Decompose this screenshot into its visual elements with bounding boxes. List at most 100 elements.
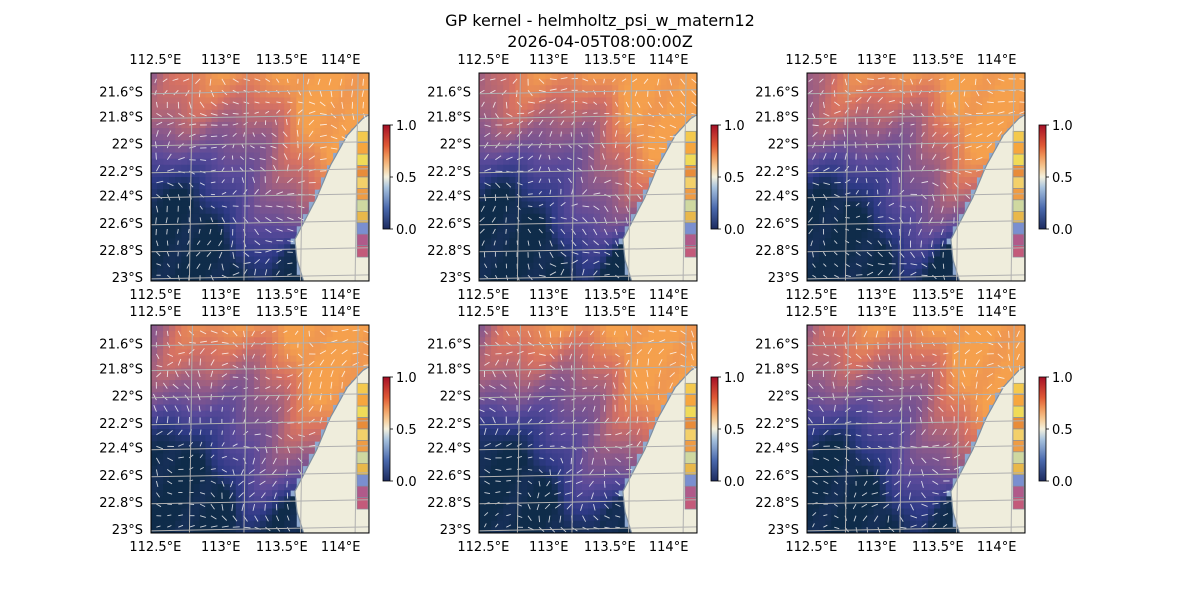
- heatmap-cell: [533, 128, 540, 135]
- heatmap-cell: [922, 73, 929, 80]
- heatmap-cell: [897, 158, 905, 166]
- heatmap-cell: [169, 496, 176, 503]
- heatmap-cell: [296, 441, 303, 448]
- heatmap-cell: [928, 268, 935, 276]
- heatmap-cell: [946, 128, 953, 135]
- quiver-arrow: [330, 101, 335, 109]
- heatmap-cell: [618, 158, 625, 166]
- heatmap-cell: [169, 250, 176, 257]
- heatmap-cell: [503, 73, 510, 80]
- heatmap-cell: [163, 225, 170, 233]
- heatmap-cell: [253, 97, 261, 104]
- quiver-arrow: [538, 119, 544, 126]
- quiver-arrow: [918, 78, 922, 84]
- heatmap-cell: [199, 343, 206, 350]
- heatmap-cell: [157, 465, 164, 473]
- heatmap-cell: [260, 355, 267, 363]
- heatmap-cell: [569, 121, 577, 129]
- heatmap-cell: [557, 85, 565, 92]
- heatmap-cell: [163, 103, 170, 111]
- heatmap-cell: [575, 109, 583, 117]
- heatmap-cell: [284, 256, 291, 264]
- heatmap-cell: [861, 238, 868, 245]
- heatmap-cell: [205, 447, 212, 454]
- heatmap-cell: [569, 268, 577, 276]
- heatmap-cell: [272, 343, 279, 350]
- heatmap-cell: [278, 219, 285, 227]
- island-cell: [356, 142, 369, 155]
- quiver-arrow: [527, 217, 532, 221]
- heatmap-cell: [169, 103, 176, 111]
- heatmap-cell: [175, 343, 182, 350]
- heatmap-cell: [539, 164, 547, 172]
- quiver-arrow: [549, 251, 554, 259]
- heatmap-cell: [509, 146, 516, 153]
- heatmap-cell: [187, 134, 194, 141]
- heatmap-cell: [151, 514, 158, 522]
- colorbar-1: 0.00.51.0: [382, 119, 417, 238]
- heatmap-cell: [807, 195, 814, 202]
- quiver-arrow: [232, 272, 240, 276]
- heatmap-cell: [545, 207, 553, 215]
- heatmap-cell: [825, 274, 832, 281]
- heatmap-cell: [636, 91, 643, 98]
- heatmap-cell: [253, 79, 261, 86]
- quiver-arrow: [166, 228, 168, 235]
- heatmap-cell: [539, 146, 547, 153]
- heatmap-cell: [885, 158, 893, 166]
- y-tick-label: 22°S: [112, 138, 143, 153]
- heatmap-cell: [320, 392, 328, 399]
- heatmap-cell: [946, 79, 953, 86]
- heatmap-cell: [260, 349, 267, 356]
- heatmap-cell: [193, 164, 200, 172]
- heatmap-cell: [861, 244, 868, 251]
- heatmap-cell: [503, 177, 510, 184]
- heatmap-cell: [503, 152, 510, 160]
- heatmap-cell: [952, 213, 959, 221]
- heatmap-cell: [235, 189, 243, 196]
- heatmap-cell: [284, 262, 291, 270]
- heatmap-cell: [946, 103, 953, 111]
- heatmap-cell: [157, 164, 164, 172]
- heatmap-cell: [813, 256, 820, 264]
- heatmap-cell: [302, 422, 309, 430]
- heatmap-cell: [272, 152, 279, 160]
- heatmap-cell: [211, 349, 219, 356]
- heatmap-cell: [825, 91, 832, 98]
- heatmap-cell: [849, 207, 856, 215]
- quiver-arrow: [877, 201, 882, 207]
- heatmap-cell: [976, 97, 984, 104]
- heatmap-cell: [253, 490, 261, 497]
- heatmap-cell: [199, 79, 206, 86]
- heatmap-cell: [515, 238, 522, 245]
- quiver-arrow: [232, 123, 239, 126]
- heatmap-cell: [326, 158, 334, 166]
- heatmap-cell: [229, 325, 237, 332]
- heatmap-cell: [272, 103, 279, 111]
- heatmap-cell: [344, 109, 352, 117]
- heatmap-cell: [314, 152, 321, 160]
- heatmap-cell: [873, 232, 881, 239]
- quiver-arrow: [910, 263, 918, 266]
- heatmap-cell: [903, 103, 911, 111]
- quiver-arrow: [691, 101, 697, 107]
- heatmap-cell: [217, 164, 225, 172]
- heatmap-cell: [551, 134, 559, 141]
- heatmap-cell: [187, 256, 194, 264]
- heatmap-cell: [946, 219, 953, 227]
- heatmap-cell: [843, 115, 850, 123]
- heatmap-cell: [642, 85, 649, 92]
- heatmap-cell: [332, 325, 340, 332]
- parallel-line: [479, 247, 697, 253]
- heatmap-cell: [982, 152, 990, 160]
- heatmap-cell: [157, 250, 164, 257]
- heatmap-cell: [157, 256, 164, 264]
- heatmap-cell: [861, 158, 868, 166]
- heatmap-cell: [648, 109, 656, 117]
- heatmap-cell: [861, 232, 868, 239]
- heatmap-cell: [666, 128, 674, 135]
- heatmap-cell: [940, 158, 947, 166]
- heatmap-cell: [253, 386, 261, 393]
- quiver-arrow: [243, 262, 251, 265]
- heatmap-cell: [290, 73, 297, 80]
